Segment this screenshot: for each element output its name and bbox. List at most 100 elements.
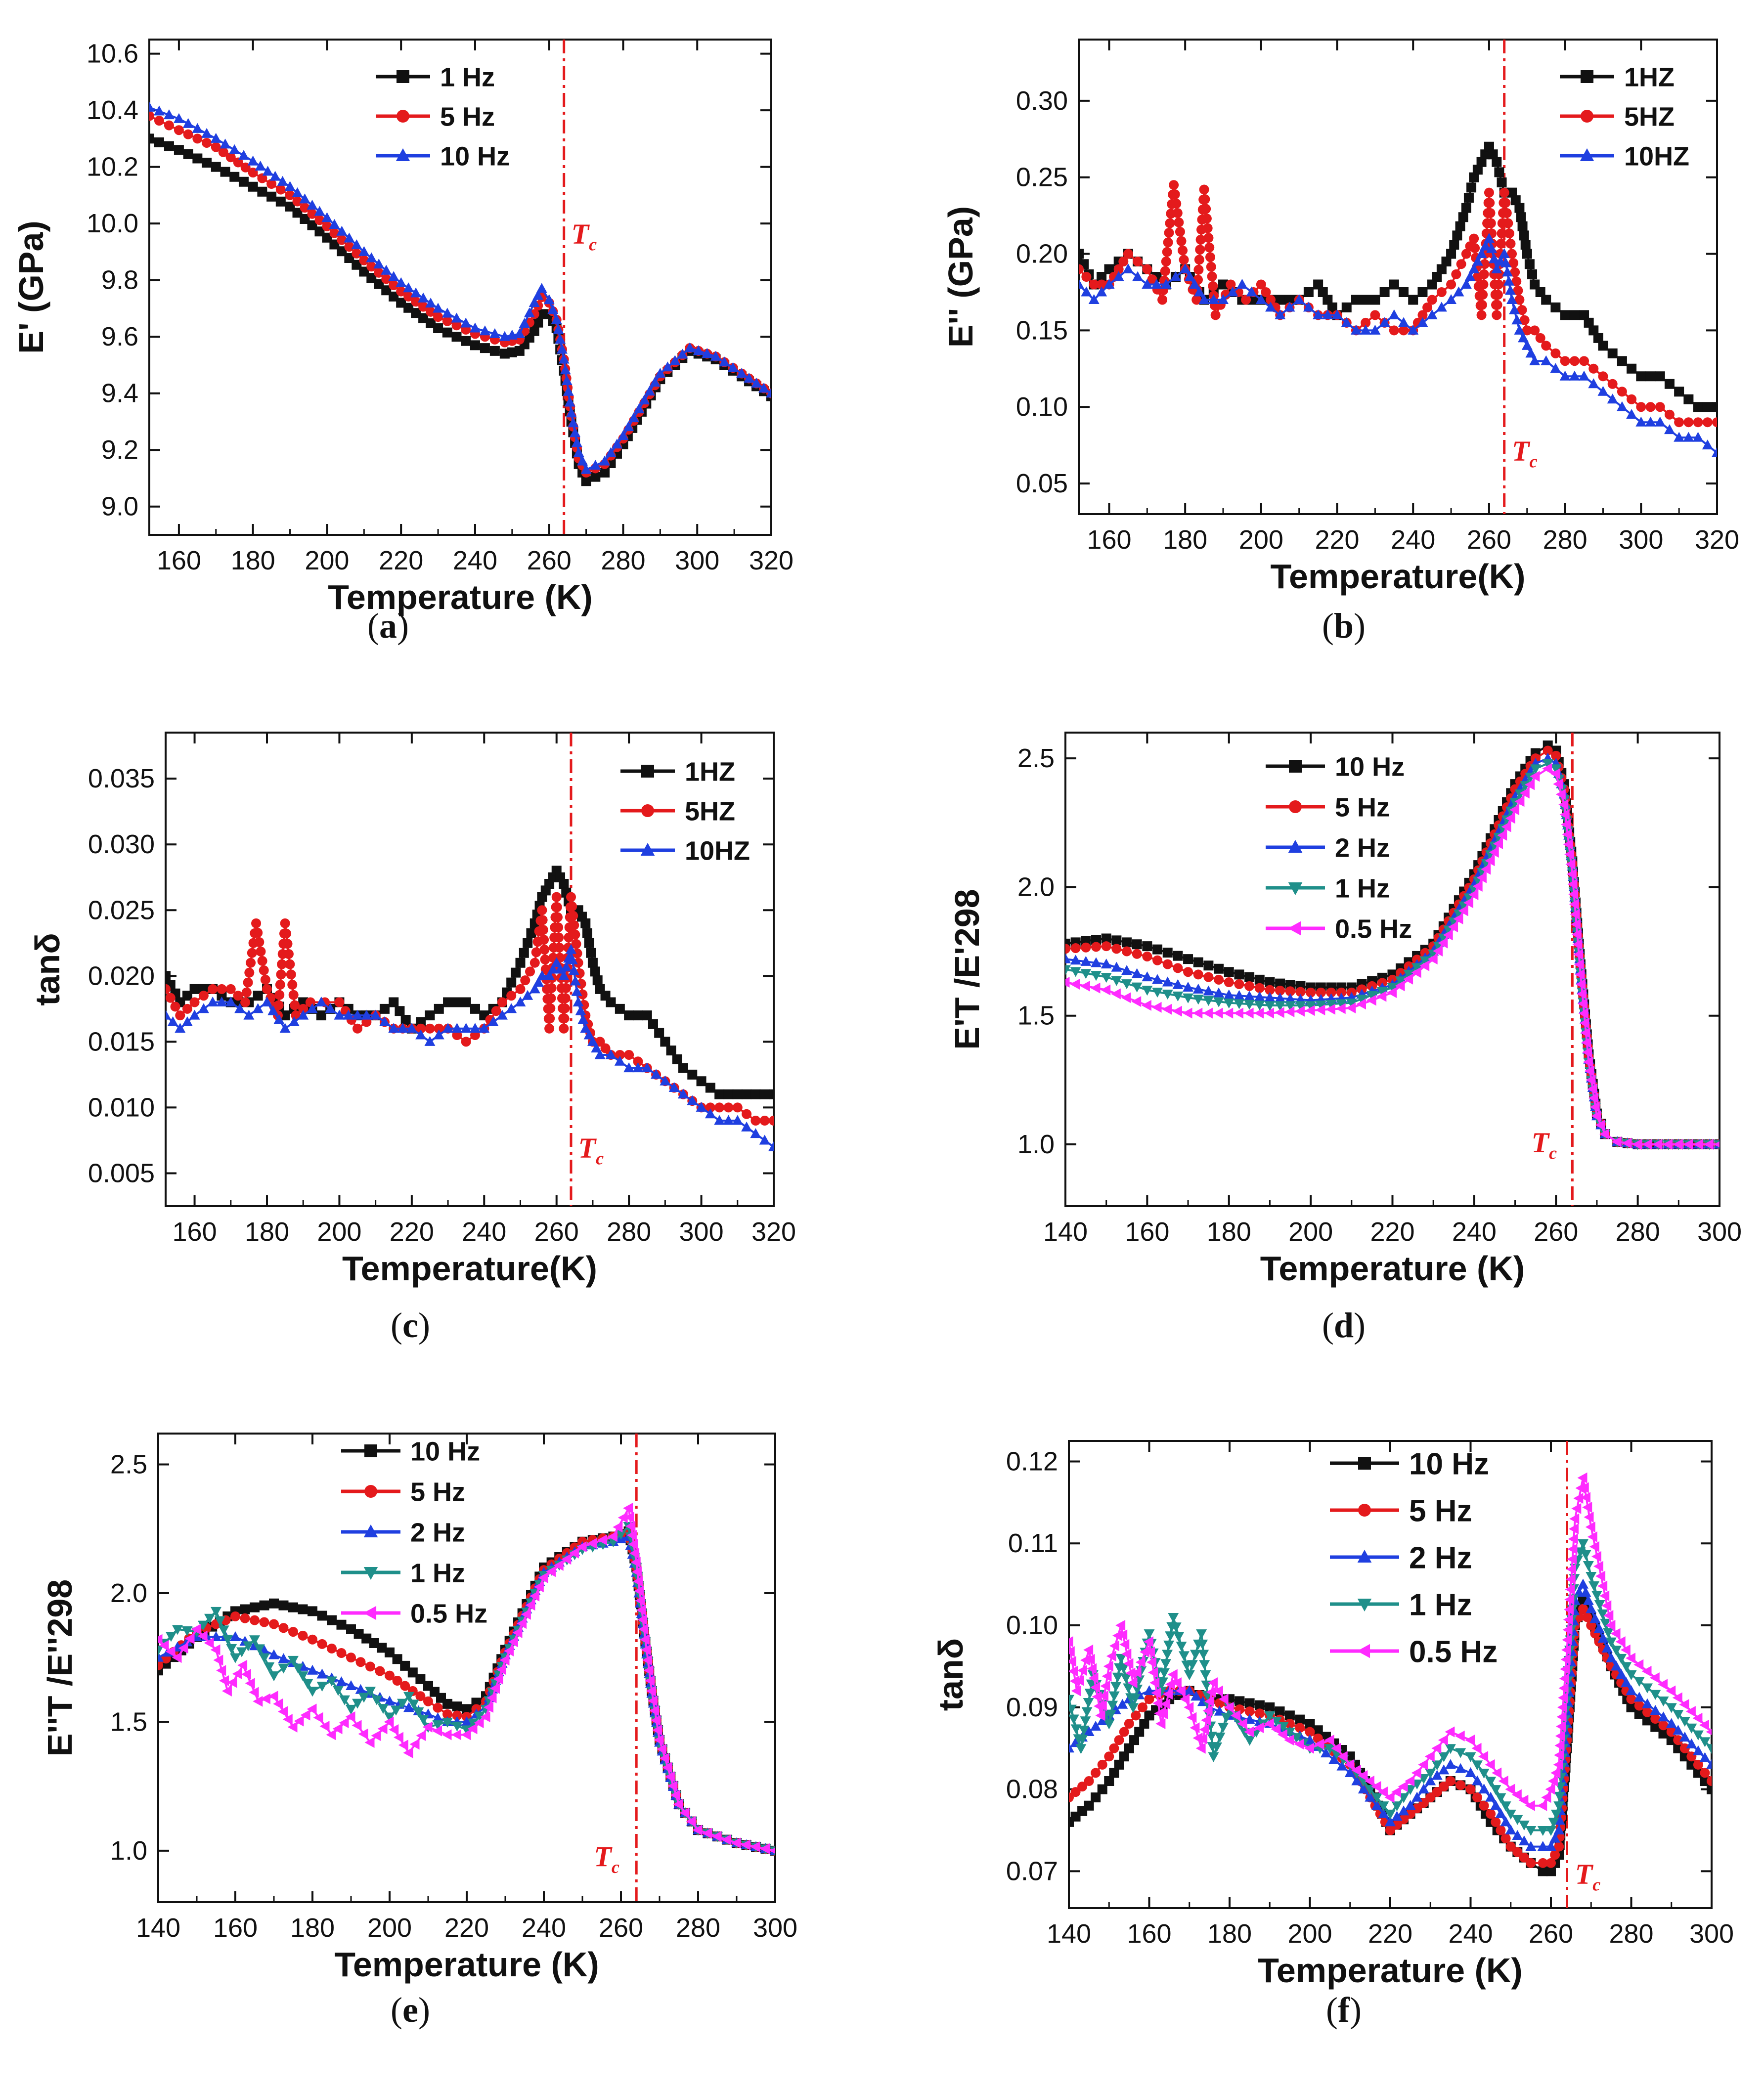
data-point: [275, 980, 285, 990]
data-point: [768, 1141, 774, 1151]
data-point: [174, 145, 184, 155]
data-point: [1494, 279, 1504, 290]
data-point: [1541, 341, 1551, 351]
data-point: [451, 320, 462, 331]
data-point: [355, 1684, 366, 1694]
data-point: [249, 1635, 260, 1646]
data-point: [434, 1023, 444, 1034]
data-point: [253, 991, 263, 1001]
data-point: [273, 1000, 284, 1010]
data-point: [398, 1740, 408, 1751]
data-point: [1163, 237, 1173, 248]
data-point: [537, 905, 547, 915]
data-point: [278, 1663, 289, 1674]
x-tick-label: 200: [367, 1913, 412, 1943]
data-point: [623, 421, 634, 432]
data-point: [1214, 1733, 1226, 1742]
data-point: [1686, 1723, 1697, 1734]
panel-caption: (f): [1326, 1990, 1362, 2030]
y-tick-label: 9.2: [101, 435, 138, 465]
data-point: [1284, 295, 1295, 305]
legend-marker: [1289, 800, 1302, 813]
data-point: [250, 1615, 260, 1625]
data-point: [1077, 1665, 1087, 1676]
data-point: [1182, 1007, 1192, 1019]
data-point: [240, 997, 251, 1007]
data-point: [741, 1121, 752, 1132]
data-point: [686, 1816, 696, 1827]
data-point: [1584, 1512, 1594, 1523]
data-point: [631, 1566, 642, 1577]
data-point: [1113, 271, 1124, 281]
data-point: [1275, 978, 1285, 989]
data-point: [1588, 378, 1599, 389]
series-5-hz: [1069, 1604, 1712, 1868]
data-point: [1712, 417, 1717, 428]
data-point: [641, 1644, 651, 1655]
data-point: [1455, 1748, 1466, 1758]
y-tick-label: 1.5: [1017, 1001, 1055, 1031]
data-point: [158, 1652, 164, 1662]
data-point: [365, 1661, 375, 1672]
data-point: [1501, 266, 1513, 277]
data-point: [316, 1681, 328, 1692]
data-point: [1500, 1833, 1511, 1844]
data-point: [1666, 1718, 1677, 1728]
data-point: [1168, 1612, 1179, 1623]
tc-label: Tc: [1512, 435, 1537, 472]
data-point: [307, 209, 317, 219]
y-tick-label: 0.08: [1006, 1775, 1058, 1804]
data-point: [1144, 1636, 1153, 1648]
data-point: [1484, 187, 1494, 198]
data-point: [1642, 1698, 1653, 1708]
data-point: [1535, 287, 1545, 297]
data-point: [1579, 1017, 1589, 1029]
data-point: [229, 172, 240, 182]
data-point: [1469, 172, 1479, 182]
data-point: [1449, 239, 1459, 250]
data-point: [1202, 1705, 1213, 1716]
data-point: [635, 1595, 645, 1606]
data-point: [1388, 309, 1400, 319]
data-point: [1208, 294, 1219, 304]
data-point: [644, 386, 655, 396]
data-point: [1453, 913, 1463, 924]
data-point: [278, 1600, 289, 1611]
data-point: [499, 1655, 510, 1666]
data-point: [517, 1618, 527, 1629]
data-point: [639, 394, 650, 405]
data-point: [531, 947, 541, 958]
data-point: [1581, 1492, 1590, 1503]
data-point: [451, 312, 462, 323]
data-point: [538, 925, 548, 935]
data-point: [189, 984, 200, 994]
data-point: [1139, 1646, 1149, 1657]
data-point: [1244, 991, 1255, 1001]
data-point: [1491, 1817, 1501, 1827]
data-point: [555, 334, 566, 344]
data-point: [515, 984, 526, 994]
data-point: [1384, 1792, 1395, 1803]
data-point: [1567, 1554, 1577, 1565]
data-point: [1422, 302, 1433, 312]
data-point: [587, 1538, 597, 1549]
data-point: [1097, 1715, 1108, 1725]
legend-marker: [1580, 148, 1594, 162]
data-point: [1132, 271, 1144, 281]
data-point: [1246, 286, 1257, 297]
data-point: [633, 403, 645, 414]
data-point: [230, 1611, 240, 1621]
data-point: [1184, 1701, 1194, 1713]
data-point: [288, 1627, 298, 1637]
data-point: [1162, 976, 1173, 987]
data-point: [1081, 942, 1091, 953]
data-point: [1443, 929, 1453, 941]
data-point: [468, 1718, 479, 1729]
data-point: [1436, 287, 1447, 297]
data-point: [529, 297, 540, 307]
data-point: [339, 1717, 349, 1729]
legend-marker: [641, 804, 654, 817]
data-point: [1595, 1570, 1606, 1582]
data-point: [1562, 1634, 1572, 1646]
data-point: [326, 1676, 337, 1687]
